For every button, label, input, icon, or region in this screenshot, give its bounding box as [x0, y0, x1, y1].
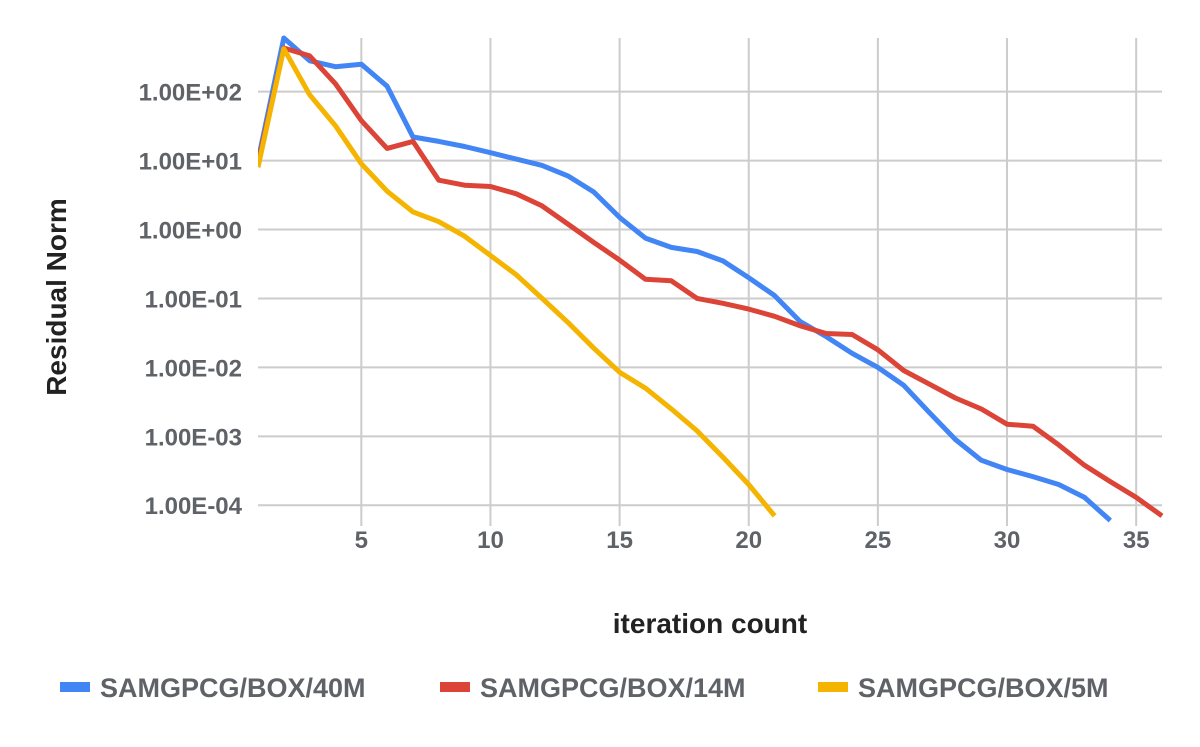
legend-item-samgpcg-box-40m: SAMGPCG/BOX/40M	[60, 673, 366, 703]
x-tick-label: 5	[355, 527, 368, 554]
legend-label: SAMGPCG/BOX/14M	[480, 673, 746, 703]
legend-swatch	[818, 682, 848, 692]
x-tick-label: 25	[865, 527, 892, 554]
y-tick-label: 1.00E+02	[139, 80, 242, 107]
series-line-samgpcg-box-40m	[258, 35, 1112, 523]
y-tick-label: 1.00E+01	[139, 149, 242, 176]
y-tick-labels: 1.00E-04 1.00E-03 1.00E-02 1.00E-01 1.00E+00…	[139, 80, 243, 521]
x-tick-labels: 5 10 15 20 25 30 35	[355, 527, 1150, 554]
y-tick-label: 1.00E-04	[145, 493, 243, 520]
series-line-samgpcg-box-14m	[258, 45, 1164, 518]
legend-item-samgpcg-box-14m: SAMGPCG/BOX/14M	[440, 673, 746, 703]
x-tick-label: 35	[1123, 527, 1150, 554]
x-tick-label: 15	[606, 527, 633, 554]
legend-swatch	[440, 682, 470, 692]
legend-item-samgpcg-box-5m: SAMGPCG/BOX/5M	[818, 673, 1109, 703]
series-line-samgpcg-box-5m	[258, 46, 777, 518]
legend: SAMGPCG/BOX/40M SAMGPCG/BOX/14M SAMGPCG/BO…	[60, 673, 1109, 703]
y-tick-label: 1.00E+00	[139, 218, 242, 245]
grid-lines	[258, 38, 1162, 526]
x-tick-label: 20	[735, 527, 762, 554]
y-axis-title: Residual Norm	[41, 198, 72, 396]
x-tick-label: 30	[994, 527, 1021, 554]
x-axis-title: iteration count	[613, 608, 807, 639]
legend-label: SAMGPCG/BOX/5M	[858, 673, 1109, 703]
legend-swatch	[60, 682, 90, 692]
x-tick-label: 10	[477, 527, 504, 554]
y-tick-label: 1.00E-01	[145, 286, 242, 313]
legend-label: SAMGPCG/BOX/40M	[100, 673, 366, 703]
y-tick-label: 1.00E-03	[145, 424, 242, 451]
y-tick-label: 1.00E-02	[145, 355, 242, 382]
series-lines	[258, 35, 1164, 523]
